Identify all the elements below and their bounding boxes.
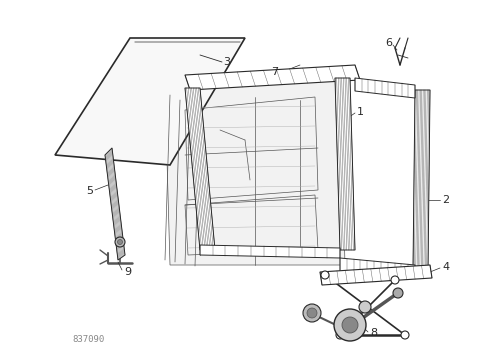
Polygon shape bbox=[340, 258, 415, 278]
Polygon shape bbox=[355, 78, 415, 98]
Polygon shape bbox=[55, 38, 245, 165]
Text: 6: 6 bbox=[385, 38, 392, 48]
Polygon shape bbox=[185, 88, 215, 250]
Polygon shape bbox=[105, 148, 125, 260]
Polygon shape bbox=[320, 265, 432, 285]
Polygon shape bbox=[200, 245, 340, 258]
Circle shape bbox=[118, 239, 122, 244]
Text: 8: 8 bbox=[370, 328, 377, 338]
Text: 837090: 837090 bbox=[72, 336, 104, 345]
Text: 1: 1 bbox=[357, 107, 364, 117]
Polygon shape bbox=[185, 65, 360, 90]
Circle shape bbox=[334, 309, 366, 341]
Circle shape bbox=[115, 237, 125, 247]
Text: 7: 7 bbox=[271, 67, 278, 77]
Polygon shape bbox=[335, 78, 355, 250]
Polygon shape bbox=[413, 90, 430, 270]
Circle shape bbox=[303, 304, 321, 322]
Circle shape bbox=[359, 301, 371, 313]
Text: 2: 2 bbox=[442, 195, 449, 205]
Text: 5: 5 bbox=[86, 186, 93, 196]
Circle shape bbox=[342, 317, 358, 333]
Text: 3: 3 bbox=[223, 57, 230, 67]
Polygon shape bbox=[165, 72, 345, 265]
Circle shape bbox=[401, 331, 409, 339]
Circle shape bbox=[393, 288, 403, 298]
Text: 4: 4 bbox=[442, 262, 449, 272]
Circle shape bbox=[321, 271, 329, 279]
Circle shape bbox=[336, 331, 344, 339]
Circle shape bbox=[307, 308, 317, 318]
Text: 9: 9 bbox=[124, 267, 131, 277]
Circle shape bbox=[391, 276, 399, 284]
